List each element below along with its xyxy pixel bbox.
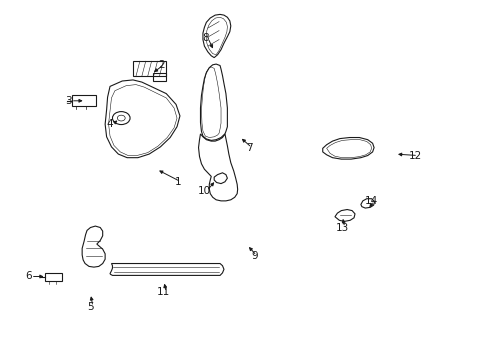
Text: 11: 11 bbox=[157, 287, 170, 297]
Text: 12: 12 bbox=[408, 150, 422, 161]
Text: 1: 1 bbox=[175, 177, 182, 187]
Text: 9: 9 bbox=[250, 251, 257, 261]
Text: 13: 13 bbox=[335, 222, 348, 233]
Text: 8: 8 bbox=[202, 33, 208, 43]
Text: 14: 14 bbox=[364, 196, 378, 206]
Text: 6: 6 bbox=[25, 271, 32, 282]
Text: 4: 4 bbox=[106, 119, 113, 129]
Text: 2: 2 bbox=[158, 60, 164, 70]
Text: 7: 7 bbox=[245, 143, 252, 153]
Text: 3: 3 bbox=[65, 96, 72, 106]
Text: 5: 5 bbox=[87, 302, 94, 312]
Text: 10: 10 bbox=[198, 186, 210, 196]
